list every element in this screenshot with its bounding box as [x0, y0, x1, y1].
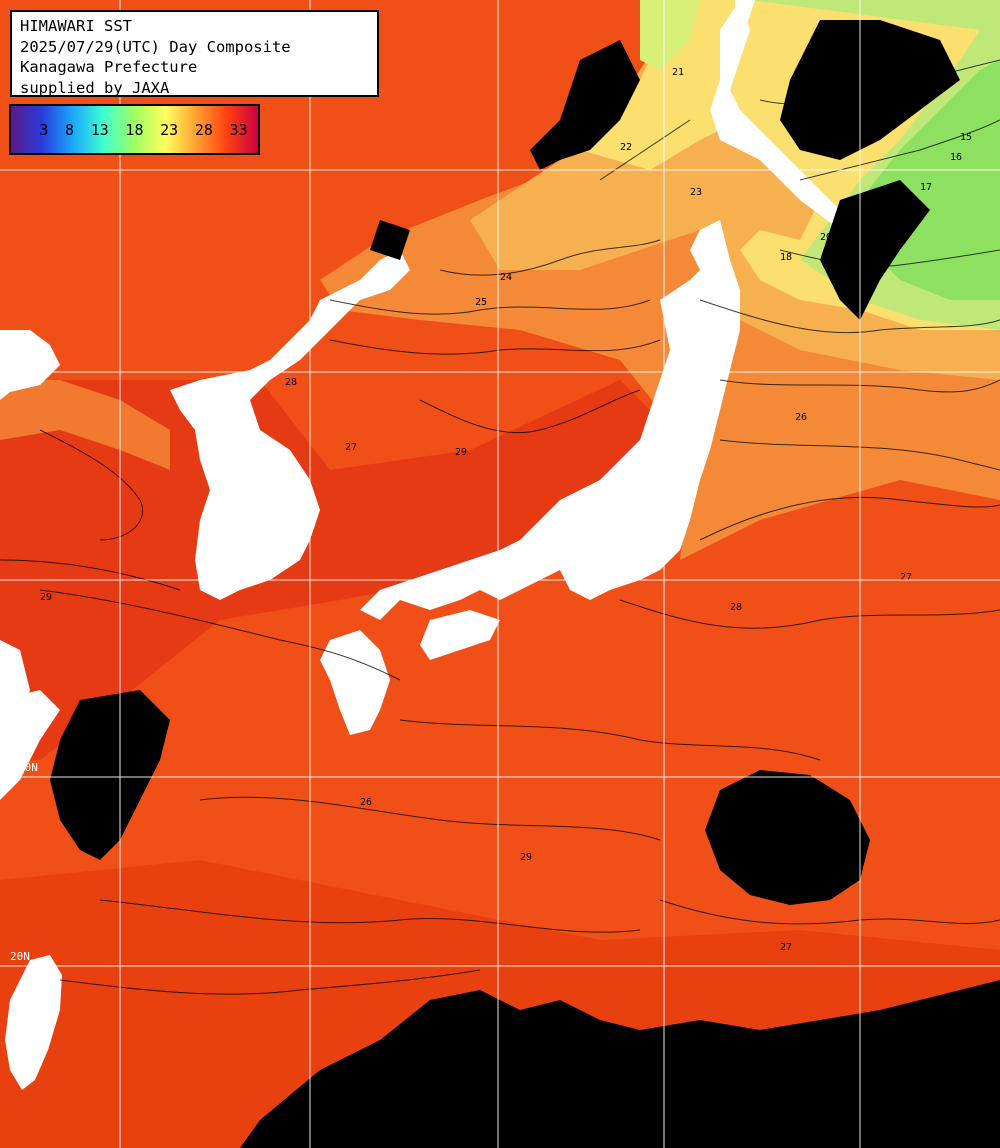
lat-label-30n: 30N	[18, 761, 38, 774]
contour-label: 29	[520, 852, 532, 863]
cloud-south	[240, 980, 1000, 1148]
isotherm-line	[619, 599, 1000, 629]
contour-label: 28	[730, 602, 742, 613]
lat-label-40n: 40N	[18, 356, 38, 369]
contour-label: 29	[455, 447, 467, 458]
isotherm-line	[199, 796, 661, 841]
isotherm-line	[419, 389, 641, 434]
contour-label: 27	[900, 572, 912, 583]
land-shikoku	[420, 610, 500, 660]
contour-label: 16	[950, 152, 962, 163]
isotherm-line	[599, 119, 691, 181]
isotherm-line	[329, 339, 661, 355]
contour-label: 18	[780, 252, 792, 263]
contour-label: 15	[960, 132, 972, 143]
cloud-west-china	[50, 690, 170, 860]
contour-label: 27	[345, 442, 357, 453]
land-masses	[0, 0, 860, 1090]
title-line-1: HIMAWARI SST	[20, 17, 132, 35]
land-china-mainland	[0, 330, 60, 800]
isotherm-line	[39, 589, 401, 681]
land-japan-honshu	[360, 220, 740, 620]
isotherm-line	[39, 429, 143, 541]
isotherm-line	[59, 969, 481, 995]
sea-mild-band-west	[0, 380, 170, 470]
legend-tick: 33	[229, 120, 248, 139]
isotherm-line	[719, 439, 1000, 471]
legend-tick: 13	[90, 120, 109, 139]
cloud-typhoon	[705, 770, 870, 905]
land-taiwan	[5, 955, 62, 1090]
sea-hot-region	[0, 380, 660, 760]
contour-label: 22	[620, 142, 632, 153]
contour-label: 27	[780, 942, 792, 953]
contour-label: 17	[920, 182, 932, 193]
contour-label: 24	[500, 272, 512, 283]
cloud-northeast	[780, 20, 960, 160]
isotherm-line	[399, 719, 821, 761]
contour-label: 29	[40, 592, 52, 603]
contour-label: 26	[360, 797, 372, 808]
contour-label: 20	[820, 232, 832, 243]
isotherm-line	[779, 249, 1000, 267]
land-west-coast	[0, 690, 25, 760]
latitude-labels: 40N 30N 20N	[10, 356, 38, 963]
cloud-northeast-2	[820, 180, 930, 320]
isotherm-line	[759, 59, 1000, 105]
legend-tick: 18	[125, 120, 144, 139]
isotherm-line	[0, 559, 181, 591]
contour-label: 26	[795, 412, 807, 423]
land-japan-hokkaido	[710, 0, 860, 230]
isotherm-line	[329, 299, 651, 315]
contour-label: 28	[285, 377, 297, 388]
legend-tick: 8	[65, 120, 75, 139]
isotherm-line	[699, 299, 1000, 334]
legend-tick: 3	[39, 120, 49, 139]
sea-pale-north	[640, 0, 700, 70]
cloud-korea-north	[370, 220, 410, 260]
contour-label: 25	[475, 297, 487, 308]
contour-label: 21	[672, 67, 684, 78]
map-title-box: HIMAWARI SST 2025/07/29(UTC) Day Composi…	[10, 10, 379, 97]
land-korean-peninsula	[170, 250, 410, 600]
land-sakhalin	[735, 0, 755, 60]
temperature-color-legend: 3 8 13 18 23 28 33	[9, 104, 260, 155]
title-line-3: Kanagawa Prefecture	[20, 58, 198, 76]
isotherm-line	[799, 119, 1000, 181]
cloud-north	[530, 40, 640, 170]
isotherm-line	[719, 379, 1000, 393]
contour-label: 23	[690, 187, 702, 198]
lat-label-20n: 20N	[10, 950, 30, 963]
contour-label: 19	[880, 222, 892, 233]
land-kyushu	[320, 630, 390, 735]
legend-tick: 23	[160, 120, 179, 139]
isotherm-line	[699, 496, 1000, 541]
contour-labels: 29 28 27 26 25 24 23 22 21 20 19 18 17 1…	[40, 67, 972, 953]
legend-tick: 28	[194, 120, 213, 139]
title-line-4: supplied by JAXA	[20, 78, 170, 97]
isotherm-line	[439, 239, 661, 276]
cloud-masks	[50, 20, 1000, 1148]
title-line-2: 2025/07/29(UTC) Day Composite	[20, 37, 291, 56]
isotherm-line	[99, 899, 641, 933]
isotherm-contours	[0, 59, 1000, 995]
